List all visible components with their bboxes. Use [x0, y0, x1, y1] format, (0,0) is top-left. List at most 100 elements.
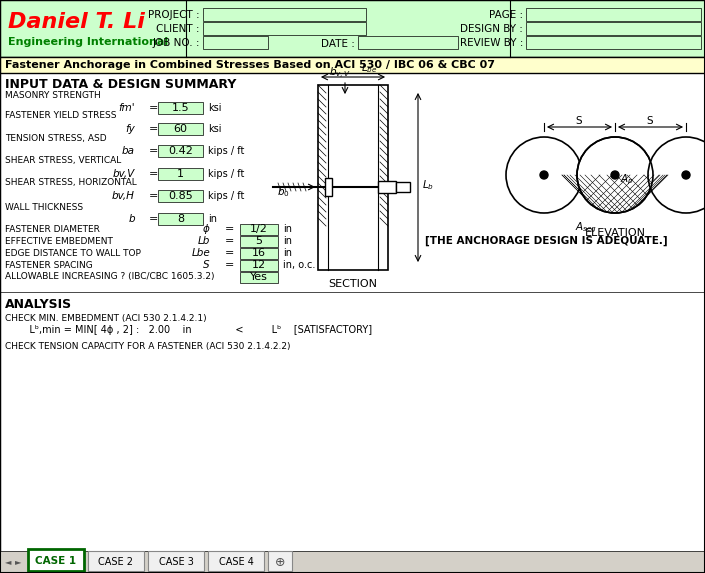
Text: Daniel T. Li: Daniel T. Li	[8, 12, 145, 32]
Text: SHEAR STRESS, HORIZONTAL: SHEAR STRESS, HORIZONTAL	[5, 179, 137, 187]
Text: 60: 60	[173, 124, 188, 134]
Text: CASE 2: CASE 2	[99, 557, 133, 567]
Text: EFFECTIVE EMBEDMENT: EFFECTIVE EMBEDMENT	[5, 237, 113, 245]
Text: SHEAR STRESS, VERTICAL: SHEAR STRESS, VERTICAL	[5, 156, 121, 166]
Text: fm': fm'	[118, 103, 135, 113]
Text: ►: ►	[15, 558, 21, 567]
Bar	[378, 181, 396, 193]
Circle shape	[611, 171, 619, 179]
Text: $L_{be}$: $L_{be}$	[361, 61, 378, 75]
Text: TENSION STRESS, ASD: TENSION STRESS, ASD	[5, 134, 106, 143]
Text: FASTENER SPACING: FASTENER SPACING	[5, 261, 93, 269]
Bar	[526, 36, 701, 49]
Bar	[0, 0, 705, 57]
Text: kips / ft: kips / ft	[208, 146, 245, 156]
Bar	[0, 551, 705, 573]
Text: Fastener Anchorage in Combined Stresses Based on ACI 530 / IBC 06 & CBC 07: Fastener Anchorage in Combined Stresses …	[5, 60, 495, 70]
Text: fy: fy	[125, 124, 135, 134]
Text: CASE 1: CASE 1	[35, 556, 77, 566]
Text: DESIGN BY :: DESIGN BY :	[460, 24, 523, 34]
Text: CHECK TENSION CAPACITY FOR A FASTENER (ACI 530 2.1.4.2.2): CHECK TENSION CAPACITY FOR A FASTENER (A…	[5, 343, 290, 351]
Text: 0.85: 0.85	[168, 191, 193, 201]
Text: 8: 8	[177, 214, 184, 224]
Text: bv,H: bv,H	[112, 191, 135, 201]
Bar	[268, 551, 292, 571]
Text: Yes: Yes	[250, 272, 268, 282]
Text: ⊕: ⊕	[275, 555, 286, 568]
Text: ϕ: ϕ	[203, 224, 210, 234]
Text: ksi: ksi	[208, 103, 221, 113]
Text: =: =	[226, 236, 235, 246]
Bar	[240, 260, 278, 271]
Text: =: =	[148, 146, 158, 156]
Text: kips / ft: kips / ft	[208, 169, 245, 179]
Text: ELEVATION: ELEVATION	[584, 228, 646, 238]
Bar	[148, 551, 204, 571]
Text: CLIENT :: CLIENT :	[157, 24, 200, 34]
Text: 1.5: 1.5	[172, 103, 190, 113]
Circle shape	[540, 171, 548, 179]
Text: $b_0$: $b_0$	[277, 185, 290, 199]
Text: S: S	[203, 260, 210, 270]
Text: CASE 3: CASE 3	[159, 557, 193, 567]
Bar	[158, 123, 203, 135]
Bar	[526, 22, 701, 35]
Text: CASE 4: CASE 4	[219, 557, 253, 567]
Text: b: b	[128, 214, 135, 224]
Text: Lbe: Lbe	[191, 248, 210, 258]
Bar	[0, 57, 705, 73]
Text: 1: 1	[177, 169, 184, 179]
Bar	[158, 190, 203, 202]
Text: ◄: ◄	[5, 558, 11, 567]
Bar	[158, 213, 203, 225]
Text: bv,V: bv,V	[113, 169, 135, 179]
Text: 5: 5	[255, 236, 262, 246]
Bar	[240, 224, 278, 235]
Text: Lᵇ,min = MIN[ 4ϕ , 2] :   2.00    in              <         Lᵇ    [SATISFACTORY]: Lᵇ,min = MIN[ 4ϕ , 2] : 2.00 in < Lᵇ [SA…	[20, 325, 372, 335]
Bar	[158, 168, 203, 180]
Text: DATE :: DATE :	[321, 39, 355, 49]
Bar	[358, 36, 458, 49]
Bar	[240, 272, 278, 283]
Text: in: in	[283, 248, 292, 258]
Text: ALLOWABLE INCREASING ? (IBC/CBC 1605.3.2): ALLOWABLE INCREASING ? (IBC/CBC 1605.3.2…	[5, 273, 214, 281]
Bar	[158, 102, 203, 114]
Text: Engineering International: Engineering International	[8, 37, 168, 47]
Text: PAGE :: PAGE :	[489, 10, 523, 20]
Bar	[318, 85, 388, 270]
Text: SECTION: SECTION	[329, 279, 377, 289]
Bar	[526, 8, 701, 21]
Bar	[203, 36, 268, 49]
Text: S: S	[576, 116, 582, 126]
Text: kips / ft: kips / ft	[208, 191, 245, 201]
Text: 12: 12	[252, 260, 266, 270]
Text: ksi: ksi	[208, 124, 221, 134]
Text: [THE ANCHORAGE DESIGN IS ADEQUATE.]: [THE ANCHORAGE DESIGN IS ADEQUATE.]	[425, 236, 668, 246]
Bar	[396, 182, 410, 192]
Text: PROJECT :: PROJECT :	[148, 10, 200, 20]
Text: =: =	[226, 260, 235, 270]
Text: REVIEW BY :: REVIEW BY :	[460, 38, 523, 48]
Circle shape	[648, 137, 705, 213]
Text: INPUT DATA & DESIGN SUMMARY: INPUT DATA & DESIGN SUMMARY	[5, 77, 236, 91]
Text: WALL THICKNESS: WALL THICKNESS	[5, 202, 83, 211]
Text: ANALYSIS: ANALYSIS	[5, 299, 72, 312]
Text: 16: 16	[252, 248, 266, 258]
Bar	[158, 145, 203, 157]
Text: in: in	[283, 236, 292, 246]
Text: ba: ba	[122, 146, 135, 156]
Text: =: =	[226, 224, 235, 234]
Text: $A_p$: $A_p$	[620, 173, 634, 187]
Text: =: =	[148, 191, 158, 201]
Text: =: =	[148, 169, 158, 179]
Text: S: S	[646, 116, 654, 126]
Text: MASONRY STRENGTH: MASONRY STRENGTH	[5, 91, 101, 100]
Text: =: =	[148, 103, 158, 113]
Text: CHECK MIN. EMBEDMENT (ACI 530 2.1.4.2.1): CHECK MIN. EMBEDMENT (ACI 530 2.1.4.2.1)	[5, 313, 207, 323]
Bar	[240, 236, 278, 247]
Bar	[203, 8, 366, 21]
Bar	[88, 551, 144, 571]
Bar	[325, 178, 332, 196]
Text: FASTENER YIELD STRESS: FASTENER YIELD STRESS	[5, 112, 116, 120]
Text: 1/2: 1/2	[250, 224, 268, 234]
